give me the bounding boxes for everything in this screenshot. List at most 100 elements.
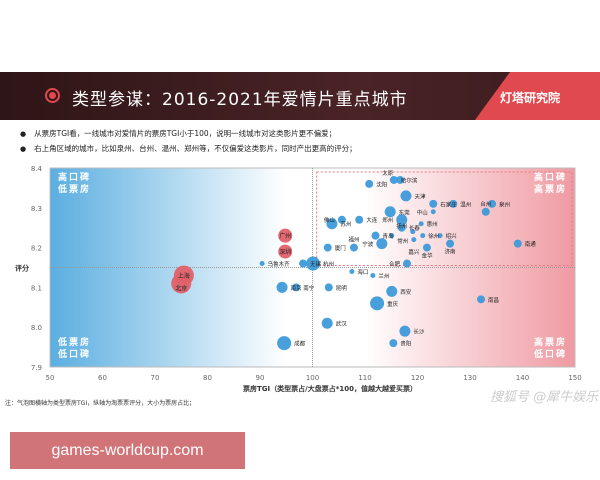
bubble-label: 嘉兴 [408, 248, 420, 256]
bubble-label: 绍兴 [446, 232, 458, 240]
quadrant-label: 低票房 [57, 183, 91, 195]
quadrant-label: 低口碑 [57, 348, 91, 360]
y-axis-title: 评分 [15, 264, 29, 273]
bubble-大连 [355, 215, 364, 224]
y-tick-label: 7.9 [31, 364, 42, 372]
bubble-佛山 [337, 215, 346, 224]
bubble-成都 [277, 336, 292, 351]
target-icon [45, 88, 60, 103]
bubble-无锡 [299, 259, 308, 268]
bubble-label: 沈阳 [376, 180, 387, 188]
bubble-label: 南京 [291, 284, 303, 292]
bubble-温州 [449, 199, 458, 208]
bubble-济南 [446, 239, 455, 248]
bubble-label: 佛山 [324, 216, 335, 224]
bubble-深圳 [278, 244, 293, 259]
bubble-label: 太原 [382, 169, 394, 177]
bubble-嘉兴 [411, 237, 417, 243]
bubble-label: 广州 [279, 232, 291, 240]
bubble-南昌 [477, 295, 486, 304]
bubble-label: 重庆 [387, 300, 399, 308]
y-tick-label: 8.1 [31, 284, 42, 292]
bubble-泉州 [488, 199, 497, 208]
x-tick-label: 150 [568, 374, 581, 382]
bubble-label: 无锡 [310, 260, 322, 268]
bubble-label: 厦门 [335, 244, 346, 252]
bubble-徐州 [420, 233, 426, 239]
bubble-郑州 [396, 214, 408, 226]
watermark: 搜狐号 @犀牛娱乐 [490, 390, 599, 405]
bubble-label: 济南 [445, 248, 457, 256]
bubble-label: 扬州 [396, 222, 407, 230]
bubble-label: 昆明 [336, 285, 348, 292]
bubble-常州 [389, 233, 395, 239]
bullet-2: 右上角区域的城市，比如泉州、台州、温州、郑州等，不仅偏爱这类影片，同时产出更高的… [20, 143, 357, 154]
bubble-昆明 [324, 283, 333, 292]
bubble-武汉 [321, 317, 333, 329]
bubble-南宁 [292, 283, 301, 292]
bubble-东莞 [384, 206, 396, 218]
chart-note: 注：气泡图横轴为类型票房TGI，纵轴为淘票票评分，大小为票房占比； [5, 400, 196, 407]
bubble-label: 杭州 [323, 260, 334, 268]
bubble-金华 [422, 243, 431, 252]
y-tick-label: 8.2 [31, 245, 42, 253]
bubble-南京 [276, 281, 288, 293]
bubble-南通 [513, 239, 522, 248]
bubble-哈尔滨 [389, 175, 398, 184]
x-axis-title: 票房TGI（类型票占/大盘票占*100，值越大越爱买票） [242, 384, 417, 393]
bubble-label: 兰州 [378, 272, 389, 280]
bubble-label: 武汉 [336, 320, 348, 328]
bubble-label: 成都 [294, 340, 306, 348]
bubble-苏州 [326, 218, 338, 230]
bubble-长春 [397, 223, 406, 232]
bubble-label: 南宁 [303, 284, 315, 292]
site-banner[interactable]: games-worldcup.com [10, 432, 245, 469]
x-tick-label: 50 [46, 374, 55, 382]
bubble-label: 石家庄 [440, 200, 457, 208]
x-tick-label: 140 [516, 374, 529, 382]
x-tick-label: 70 [151, 374, 160, 382]
bubble-label: 南昌 [488, 296, 499, 304]
bubble-label: 北京 [175, 284, 187, 292]
bubble-广州 [278, 228, 293, 243]
brand-logo: 灯塔研究院 [500, 91, 561, 105]
bubble-label: 长沙 [413, 328, 425, 336]
bubble-label: 温州 [460, 200, 471, 208]
bubble-label: 宁波 [362, 240, 374, 248]
bubble-天津 [400, 190, 412, 202]
bubble-label: 郑州 [382, 216, 393, 224]
bubble-chart: 50 60 70 80 90 100 110 120 130 140 150 7.9 8.0 8.1 8.2… [15, 165, 582, 393]
bubble-label: 天津 [414, 193, 426, 200]
bubble-label: 金华 [421, 252, 433, 260]
bubble-福州 [349, 243, 358, 252]
bubble-label: 常州 [397, 237, 408, 245]
bubble-绍兴 [437, 233, 443, 239]
bubble-label: 台州 [480, 200, 491, 208]
bubble-惠州 [418, 221, 424, 227]
y-tick-label: 8.4 [31, 165, 43, 173]
bubble-label: 南通 [525, 240, 537, 248]
y-tick-label: 8.0 [31, 324, 42, 332]
x-tick-label: 100 [306, 374, 319, 382]
bubble-石家庄 [429, 199, 438, 208]
bubble-label: 苏州 [340, 220, 351, 228]
bubble-青岛 [371, 231, 380, 240]
bubble-中山 [430, 209, 436, 215]
bubble-重庆 [370, 296, 385, 311]
bubble-label: 中山 [417, 208, 428, 216]
bubble-label: 哈尔滨 [401, 176, 418, 184]
bubble-label: 贵阳 [400, 340, 411, 348]
y-tick-label: 8.3 [31, 205, 42, 213]
quadrant-label: 高票房 [534, 183, 567, 195]
x-tick-label: 130 [463, 374, 476, 382]
x-tick-label: 80 [203, 374, 212, 382]
bubble-label: 长春 [409, 224, 421, 232]
bubble-label: 深圳 [279, 248, 291, 256]
bubble-label: 福州 [348, 236, 359, 244]
bubble-长沙 [399, 325, 411, 337]
x-tick-label: 110 [358, 374, 371, 382]
bubble-label: 徐州 [428, 232, 439, 240]
bubble-西安 [386, 285, 398, 297]
bubble-label: 海口 [357, 268, 368, 276]
quadrant-label: 低票房 [57, 336, 91, 348]
